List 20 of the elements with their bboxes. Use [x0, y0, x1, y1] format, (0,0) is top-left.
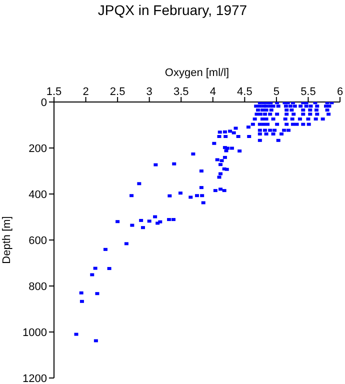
y-tick-label: 1200	[22, 372, 47, 384]
x-tick-label: 5	[273, 86, 280, 98]
y-tick-label: 800	[28, 280, 47, 293]
x-tick-label: 5.5	[300, 86, 316, 98]
x-axis-title: Oxygen [ml/l]	[164, 66, 230, 79]
chart-title: JPQX in February, 1977	[96, 2, 248, 18]
x-tick-label: 1.5	[46, 86, 62, 98]
x-tick-label: 4	[210, 86, 216, 98]
y-tick-label: 200	[28, 142, 47, 155]
x-tick-label: 6	[336, 86, 344, 98]
x-tick-label: 3.5	[173, 86, 189, 98]
x-tick-label: 4.5	[237, 86, 252, 98]
y-tick-label: 600	[28, 234, 47, 247]
x-tick-label: 3	[146, 86, 152, 98]
y-tick-label: 1000	[22, 326, 47, 339]
y-axis-title: Depth [m]	[0, 216, 13, 264]
y-tick-label: 400	[28, 188, 47, 201]
y-tick-label: 0	[40, 96, 47, 109]
x-tick-label: 2.5	[110, 86, 126, 98]
x-tick-label: 2	[82, 86, 89, 98]
